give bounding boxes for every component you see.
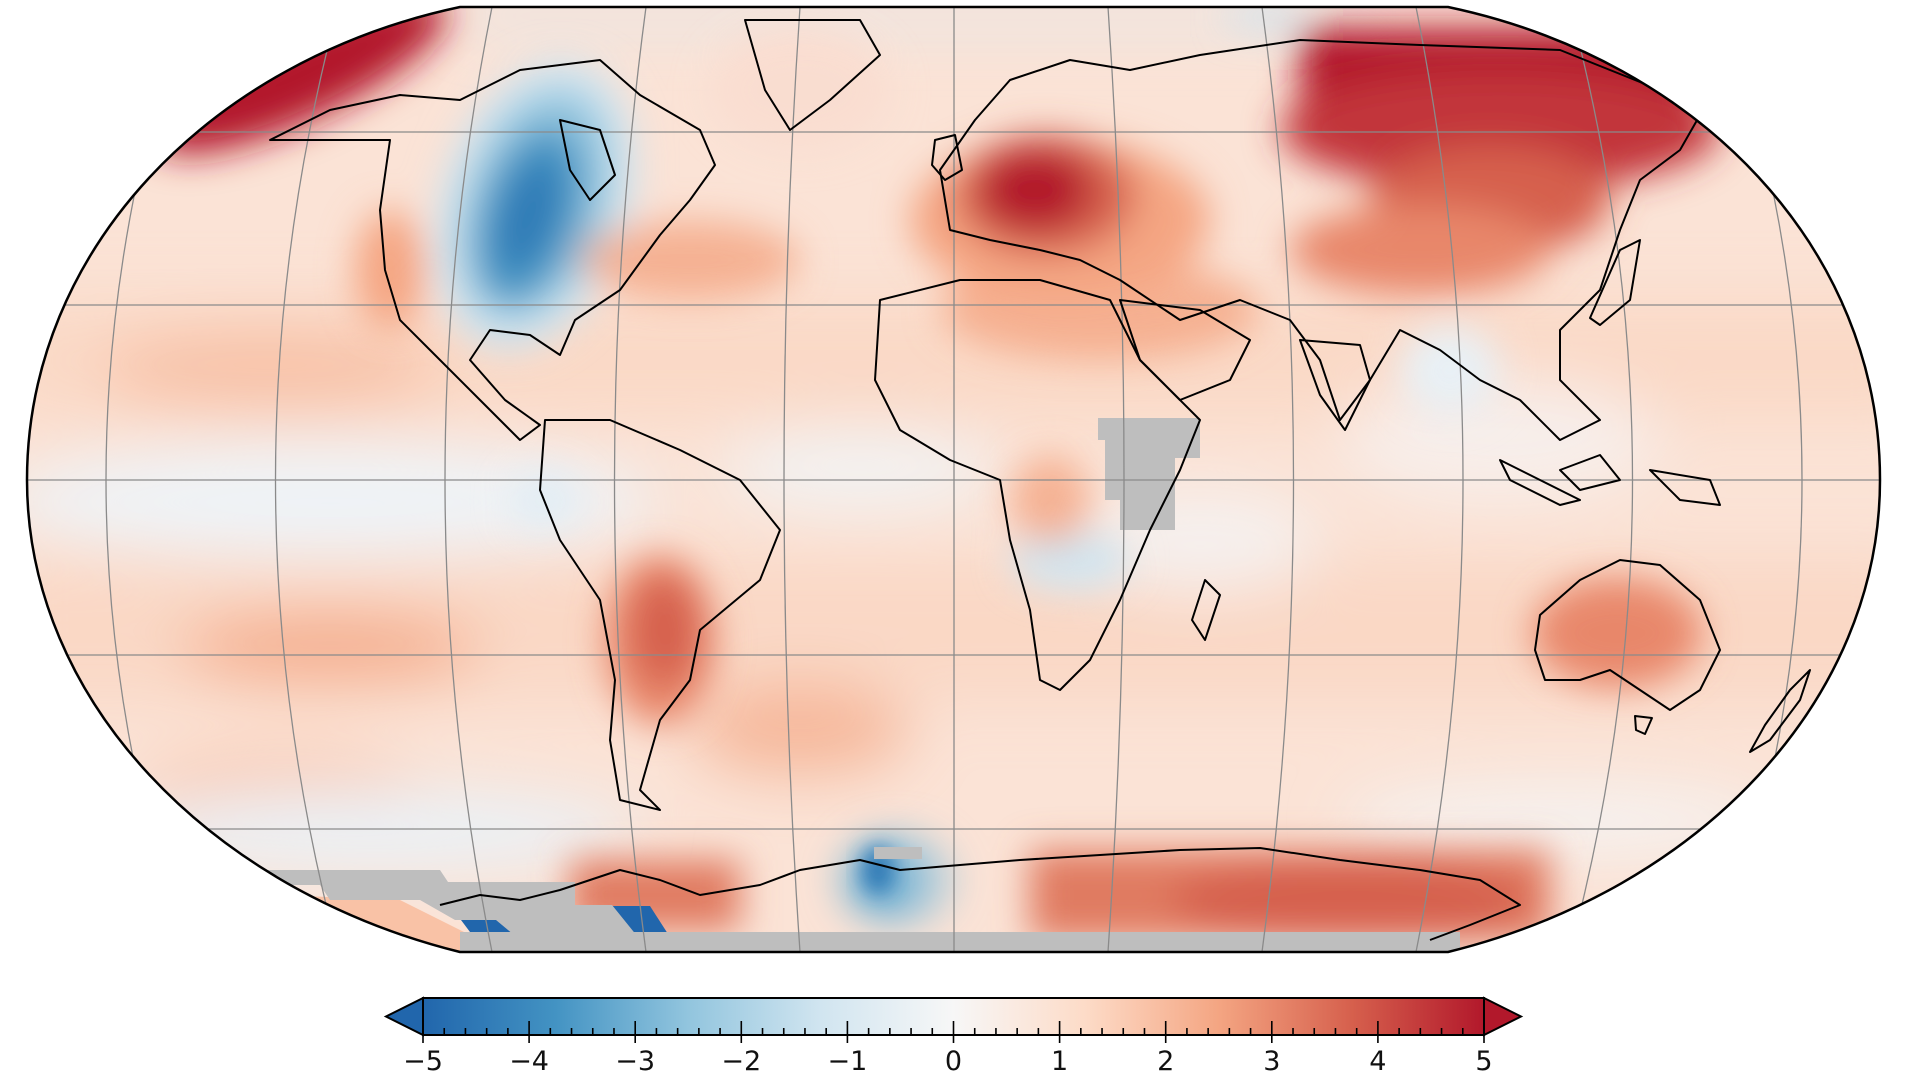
graticule <box>27 7 1880 952</box>
colorbar-tick-label: 1 <box>1051 1046 1068 1077</box>
colorbar-ticks <box>422 1021 1485 1043</box>
colorbar-under-arrow <box>383 996 424 1037</box>
colorbar-tick-label: −3 <box>615 1046 655 1077</box>
colorbar-tick-label: −4 <box>509 1046 549 1077</box>
colorbar-tick-label: 4 <box>1369 1046 1386 1077</box>
colorbar: −5 −4 −3 −2 −1 0 1 2 3 4 5 <box>383 996 1524 1077</box>
africa-outline <box>874 279 1201 691</box>
north-america-outline <box>269 59 716 441</box>
colorbar-over-arrow <box>1483 996 1524 1037</box>
colorbar-tick-label: −5 <box>403 1046 443 1077</box>
colorbar-tick-labels: −5 −4 −3 −2 −1 0 1 2 3 4 5 <box>403 1046 1493 1077</box>
australia-outline <box>1534 559 1721 711</box>
colorbar-tick-label: −1 <box>827 1046 867 1077</box>
coastlines <box>269 19 1811 941</box>
south-america-outline <box>539 419 781 811</box>
colorbar-tick-label: 5 <box>1475 1046 1492 1077</box>
antarctica-outline <box>439 847 1521 941</box>
greenland-outline <box>744 19 881 131</box>
map-boundary <box>25 5 1882 954</box>
colorbar-tick-label: −2 <box>721 1046 761 1077</box>
colorbar-tick-label: 2 <box>1157 1046 1174 1077</box>
colorbar-tick-label: 3 <box>1263 1046 1280 1077</box>
eurasia-outline <box>939 39 1701 441</box>
colorbar-tick-label: 0 <box>945 1046 962 1077</box>
